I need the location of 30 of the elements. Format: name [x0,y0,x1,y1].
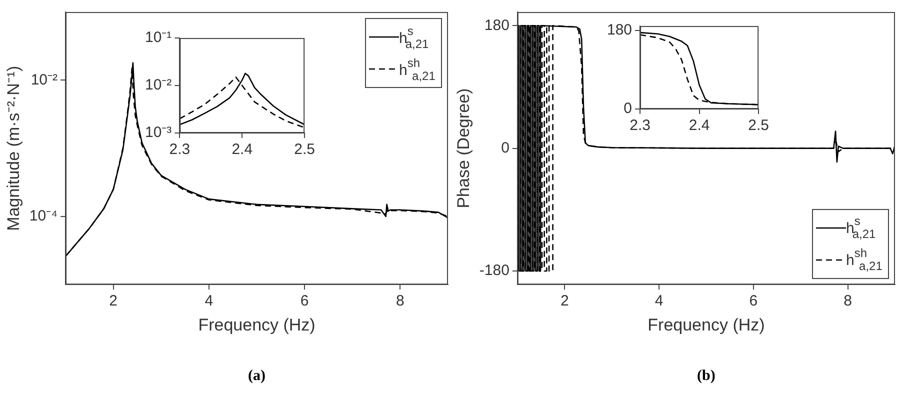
x-tick-label: 2.3 [169,141,190,158]
y-tick-label: 180 [606,22,632,39]
text: (a) [248,368,266,385]
x-tick-label: 2.5 [748,117,770,134]
y-tick-label: 10⁻³ [144,124,172,142]
y-axis-title: Phase (Degree) [454,88,473,208]
x-tick-label: 4 [204,292,214,310]
x-tick-label: 8 [396,292,404,310]
x-axis-title: Frequency (Hz) [648,315,765,334]
y-axis-title: Magnitude (m·s⁻²·N⁻¹) [4,66,23,231]
text: (b) [697,368,716,385]
y-tick-label: 10⁻⁴ [29,208,58,225]
y-tick-label: 10⁻² [144,76,172,94]
x-tick-label: 2.4 [232,141,253,158]
x-tick-label: 8 [844,292,852,310]
y-tick-label: 0 [624,100,632,118]
x-axis-title: Frequency (Hz) [198,315,316,334]
x-tick-label: 2 [560,292,569,310]
x-tick-label: 4 [654,292,664,310]
y-tick-label: 10⁻² [30,71,58,88]
x-tick-label: 2.5 [294,141,316,158]
y-tick-label: 180 [484,16,510,34]
y-tick-label: 0 [501,139,510,156]
x-tick-label: 2 [109,292,118,310]
x-tick-label: 6 [300,292,309,310]
x-tick-label: 2.3 [630,117,650,134]
y-tick-label: -180 [479,262,510,280]
y-tick-label: 10⁻¹ [144,29,172,46]
x-tick-label: 2.4 [688,117,710,134]
x-tick-label: 6 [749,292,758,310]
